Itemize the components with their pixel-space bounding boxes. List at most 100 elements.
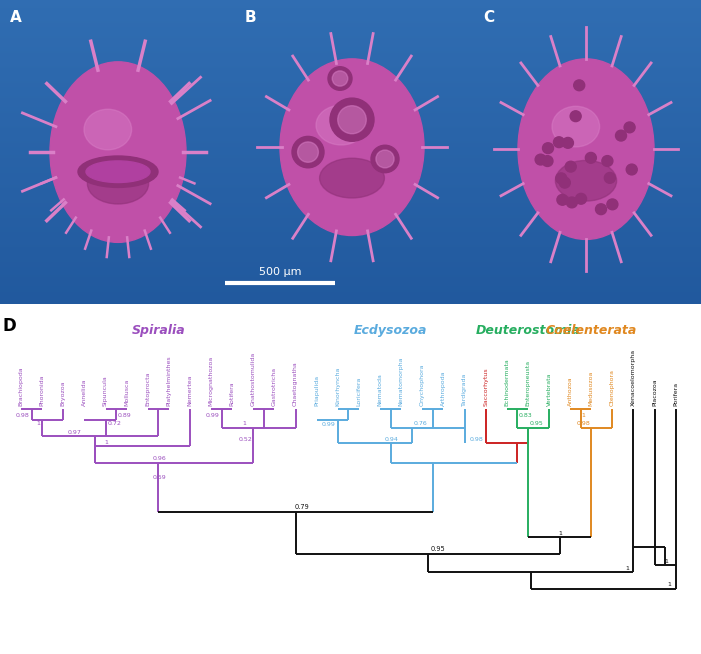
Text: Xenacoelomorpha: Xenacoelomorpha	[631, 349, 636, 405]
Ellipse shape	[573, 80, 585, 91]
Text: Kinorhyncha: Kinorhyncha	[335, 366, 340, 405]
Text: Ecdysozoa: Ecdysozoa	[354, 324, 428, 337]
Text: B: B	[245, 10, 257, 25]
Text: 1: 1	[36, 421, 40, 426]
Text: 1: 1	[559, 531, 562, 536]
Ellipse shape	[518, 59, 654, 239]
Text: 0.83: 0.83	[519, 413, 533, 418]
Ellipse shape	[552, 106, 599, 147]
Ellipse shape	[570, 111, 581, 122]
Text: 1: 1	[665, 559, 668, 564]
Text: 500 μm: 500 μm	[259, 267, 301, 277]
Text: Arthropoda: Arthropoda	[441, 370, 446, 405]
Ellipse shape	[371, 145, 399, 173]
Text: Coelenterata: Coelenterata	[545, 324, 637, 337]
Text: Phoronida: Phoronida	[40, 374, 45, 405]
Text: 0.99: 0.99	[205, 413, 219, 419]
Text: 0.79: 0.79	[294, 504, 309, 510]
Text: 0.99: 0.99	[322, 422, 336, 426]
Ellipse shape	[624, 122, 635, 133]
Ellipse shape	[559, 177, 571, 188]
Text: 0.52: 0.52	[238, 437, 252, 441]
Text: 0.98: 0.98	[16, 413, 29, 419]
Ellipse shape	[320, 158, 384, 198]
Ellipse shape	[542, 156, 553, 167]
Text: 0.89: 0.89	[118, 413, 132, 418]
Ellipse shape	[292, 137, 324, 168]
Ellipse shape	[338, 106, 367, 134]
Text: Spiralia: Spiralia	[132, 324, 185, 337]
Text: D: D	[2, 317, 16, 334]
Ellipse shape	[565, 162, 576, 172]
Ellipse shape	[86, 161, 150, 182]
Text: Porifera: Porifera	[673, 381, 678, 405]
Text: Enteropneusta: Enteropneusta	[525, 360, 531, 405]
Text: Medusozoa: Medusozoa	[589, 370, 594, 405]
Text: 0.95: 0.95	[529, 421, 543, 426]
Text: A: A	[10, 10, 22, 25]
Ellipse shape	[298, 142, 318, 162]
Text: C: C	[483, 10, 494, 25]
Ellipse shape	[557, 194, 568, 205]
Text: 0.94: 0.94	[385, 437, 399, 441]
Text: Saccorhytus: Saccorhytus	[483, 367, 488, 405]
Text: Gnathostomulida: Gnathostomulida	[251, 351, 256, 405]
Ellipse shape	[555, 160, 617, 201]
Text: Brachiopoda: Brachiopoda	[19, 366, 24, 405]
Text: Tardigrada: Tardigrada	[462, 372, 467, 405]
Ellipse shape	[562, 137, 573, 148]
Text: 0.76: 0.76	[414, 421, 427, 426]
Text: 0.59: 0.59	[153, 475, 166, 480]
Text: 1: 1	[104, 440, 109, 445]
Text: Ctenophora: Ctenophora	[610, 369, 615, 405]
Ellipse shape	[280, 59, 424, 235]
Text: Nematoda: Nematoda	[378, 373, 383, 405]
Text: 1: 1	[667, 582, 672, 587]
Text: Placozoa: Placozoa	[652, 378, 657, 405]
Text: 0.72: 0.72	[107, 421, 121, 426]
Text: Gastrotricha: Gastrotricha	[272, 366, 277, 405]
Text: 1: 1	[582, 413, 585, 419]
Ellipse shape	[596, 204, 606, 215]
Ellipse shape	[626, 164, 637, 175]
Ellipse shape	[330, 98, 374, 141]
Ellipse shape	[576, 194, 587, 204]
Text: Micrognathozoa: Micrognathozoa	[209, 355, 214, 405]
Ellipse shape	[585, 152, 597, 164]
Text: Sipuncula: Sipuncula	[103, 375, 108, 405]
Text: Mollusca: Mollusca	[124, 378, 129, 405]
Text: Onychophora: Onychophora	[420, 363, 425, 405]
Ellipse shape	[607, 199, 618, 210]
Ellipse shape	[376, 150, 394, 168]
Text: 0.97: 0.97	[68, 430, 82, 434]
Text: Chaetognatha: Chaetognatha	[293, 361, 298, 405]
Text: Rotifera: Rotifera	[230, 381, 235, 405]
Ellipse shape	[50, 62, 186, 243]
Ellipse shape	[566, 197, 578, 208]
Ellipse shape	[604, 173, 615, 183]
Text: 0.98: 0.98	[470, 437, 484, 442]
Text: Deuterostomia: Deuterostomia	[475, 324, 580, 337]
Text: Platyhelminthes: Platyhelminthes	[166, 355, 172, 405]
Ellipse shape	[316, 105, 367, 145]
Ellipse shape	[602, 156, 613, 166]
Text: Anthozoa: Anthozoa	[568, 376, 573, 405]
Text: 1: 1	[625, 566, 629, 571]
Ellipse shape	[543, 143, 554, 154]
Ellipse shape	[556, 173, 566, 184]
Ellipse shape	[328, 67, 352, 90]
Ellipse shape	[78, 156, 158, 188]
Text: Loricifera: Loricifera	[356, 376, 362, 405]
Ellipse shape	[84, 109, 132, 150]
Ellipse shape	[332, 71, 348, 86]
Text: 1: 1	[242, 421, 246, 426]
Text: Vertebrata: Vertebrata	[547, 372, 552, 405]
Text: Nemertea: Nemertea	[188, 374, 193, 405]
Ellipse shape	[535, 154, 546, 165]
Text: Bryozoa: Bryozoa	[61, 380, 66, 405]
Text: Annelida: Annelida	[82, 378, 87, 405]
Text: Nematomorpha: Nematomorpha	[399, 356, 404, 405]
Ellipse shape	[88, 164, 149, 204]
Ellipse shape	[554, 137, 564, 148]
Ellipse shape	[615, 130, 627, 141]
